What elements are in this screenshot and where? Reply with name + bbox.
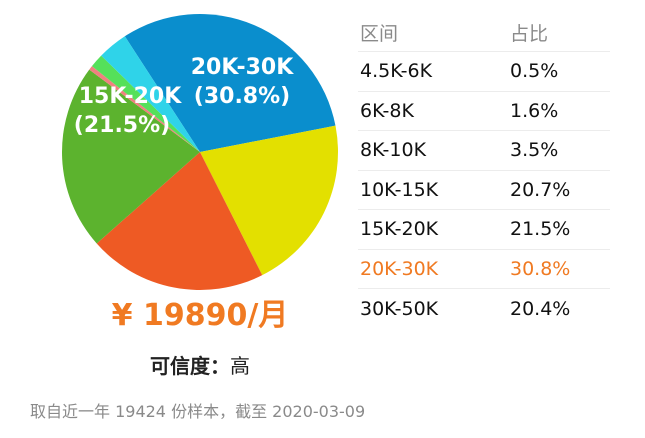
table-header: 区间 占比: [358, 14, 610, 52]
table-row: 8K-10K 3.5%: [358, 131, 610, 171]
row-range: 30K-50K: [360, 297, 439, 320]
table-row: 20K-30K 30.8%: [358, 250, 610, 289]
table-row: 4.5K-6K 0.5%: [358, 52, 610, 92]
row-share: 0.5%: [510, 60, 559, 83]
pie-label-20k-30k-pct: (30.8%): [194, 84, 290, 109]
row-range: 6K-8K: [360, 99, 414, 122]
average-salary: ¥ 19890/月: [111, 298, 289, 333]
reliability-value: 高: [230, 354, 250, 378]
pie-slice-6k-8k: [91, 55, 200, 153]
reliability-indicator: 可信度：高: [60, 350, 340, 379]
salary-pie-chart: 20K-30K (30.8%) 15K-20K (21.5%): [62, 14, 338, 291]
pie-slice-30k-50k: [200, 125, 338, 276]
pie-slice-20k-30k: [124, 14, 336, 152]
row-range: 15K-20K: [360, 218, 439, 241]
pie-slice-15k-20k: [62, 69, 201, 244]
row-share: 1.6%: [510, 99, 559, 122]
pie-label-15k-20k-pct: (21.5%): [74, 113, 170, 138]
pie-slice-10k-15k: [96, 152, 263, 291]
row-range: 20K-30K: [360, 257, 439, 280]
reliability-label: 可信度：: [150, 354, 230, 378]
header-range: 区间: [360, 23, 399, 45]
table-row: 10K-15K 20.7%: [358, 171, 610, 210]
table-row: 15K-20K 21.5%: [358, 210, 610, 250]
sample-footnote: 取自近一年 19424 份样本，截至 2020-03-09: [30, 402, 366, 421]
table-row: 30K-50K 20.4%: [358, 289, 610, 329]
row-share: 20.4%: [510, 297, 571, 320]
pie-slice-4.5k-6k: [89, 66, 200, 152]
header-share: 占比: [510, 23, 549, 45]
row-range: 4.5K-6K: [360, 60, 433, 83]
row-range: 8K-10K: [360, 139, 427, 162]
row-share: 30.8%: [510, 257, 571, 280]
row-range: 10K-15K: [360, 178, 439, 201]
pie-label-15k-20k-range: 15K-20K: [79, 84, 182, 109]
salary-distribution-table: 区间 占比 4.5K-6K 0.5% 6K-8K 1.6% 8K-10K 3.5% 10K-…: [358, 14, 610, 329]
pie-slice-8k-10k: [101, 36, 200, 153]
row-share: 21.5%: [510, 218, 571, 241]
pie-label-20k-30k-range: 20K-30K: [191, 55, 294, 80]
table-row: 6K-8K 1.6%: [358, 92, 610, 131]
row-share: 20.7%: [510, 178, 571, 201]
row-share: 3.5%: [510, 139, 559, 162]
